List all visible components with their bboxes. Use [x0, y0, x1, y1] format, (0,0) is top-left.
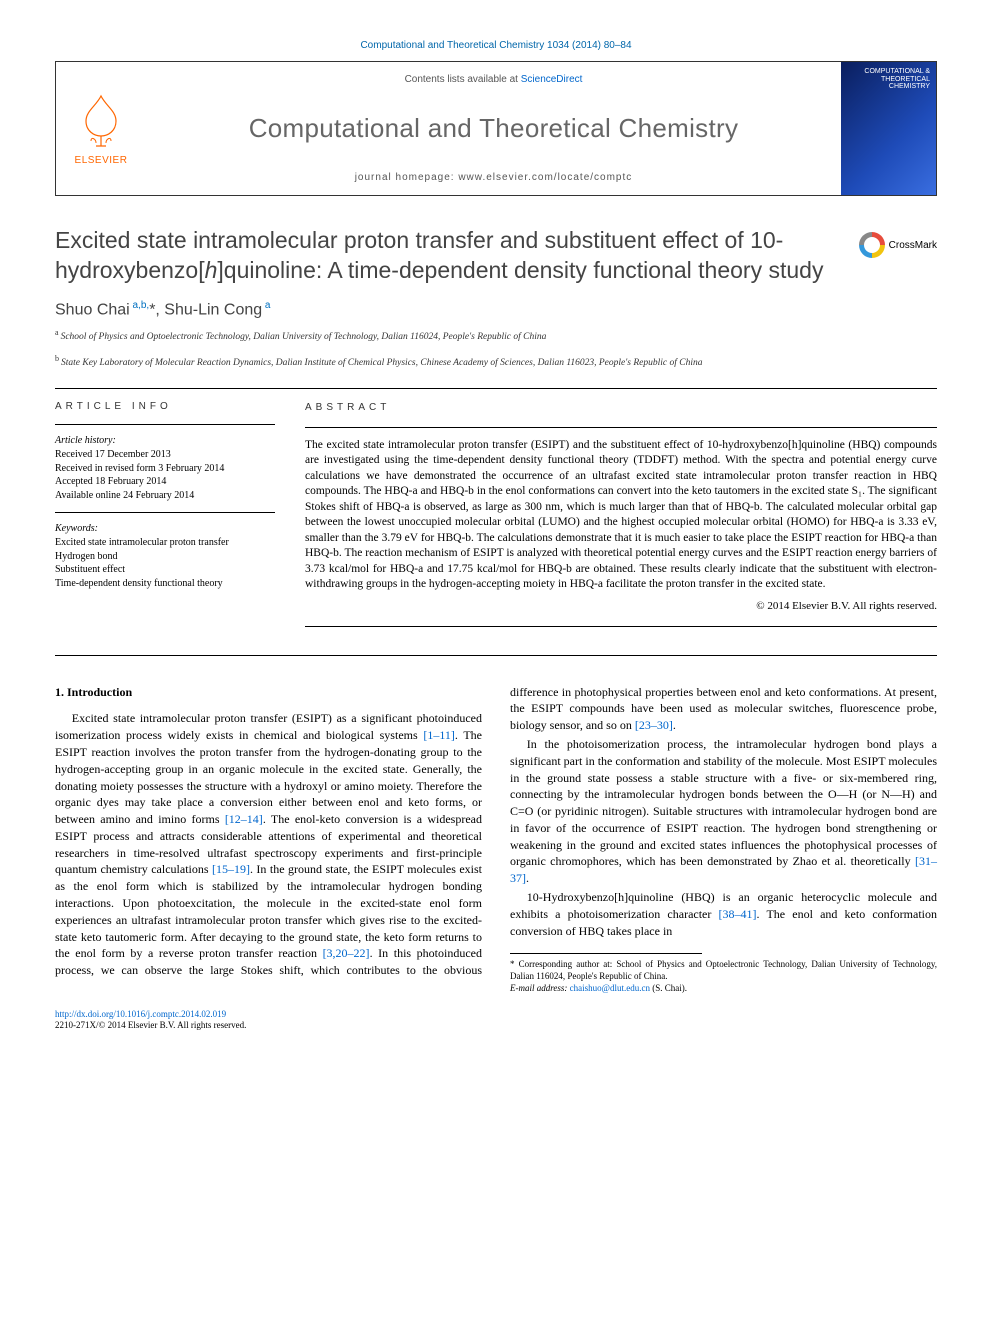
- citation-link[interactable]: [23–30]: [635, 718, 673, 732]
- info-divider: [55, 512, 275, 513]
- keyword: Excited state intramolecular proton tran…: [55, 536, 275, 550]
- page-footer: http://dx.doi.org/10.1016/j.comptc.2014.…: [55, 1009, 937, 1032]
- keyword: Substituent effect: [55, 563, 275, 577]
- keywords-list: Excited state intramolecular proton tran…: [55, 536, 275, 590]
- email-link[interactable]: chaishuo@dlut.edu.cn: [570, 983, 650, 993]
- body-text: In the photoisomerization process, the i…: [510, 737, 937, 869]
- abstract-copyright: © 2014 Elsevier B.V. All rights reserved…: [305, 599, 937, 614]
- body-paragraph: 10-Hydroxybenzo[h]quinoline (HBQ) is an …: [510, 889, 937, 939]
- corresponding-author-note: * Corresponding author at: School of Phy…: [510, 959, 937, 982]
- history-line: Accepted 18 February 2014: [55, 475, 275, 489]
- info-abstract-row: ARTICLE INFO Article history: Received 1…: [55, 401, 937, 637]
- issn-copyright: 2210-271X/© 2014 Elsevier B.V. All right…: [55, 1020, 246, 1030]
- keyword: Hydrogen bond: [55, 550, 275, 564]
- author-sup: a,b,: [130, 300, 149, 311]
- footnote-block: * Corresponding author at: School of Phy…: [510, 953, 937, 994]
- contents-text: Contents lists available at: [405, 74, 521, 85]
- abstract-text: The excited state intramolecular proton …: [305, 438, 937, 593]
- abstract-heading: ABSTRACT: [305, 401, 937, 415]
- homepage-label: journal homepage:: [355, 172, 459, 183]
- elsevier-logo-block: ELSEVIER: [56, 62, 146, 195]
- section-heading: 1. Introduction: [55, 684, 482, 701]
- author-sup: a: [262, 300, 270, 311]
- citation-link[interactable]: [15–19]: [212, 862, 250, 876]
- info-divider: [305, 427, 937, 428]
- affil-text: State Key Laboratory of Molecular Reacti…: [61, 358, 703, 368]
- body-text: .: [526, 871, 529, 885]
- affiliation-a: aSchool of Physics and Optoelectronic Te…: [55, 327, 937, 344]
- citation-link[interactable]: [38–41]: [719, 907, 757, 921]
- article-info-column: ARTICLE INFO Article history: Received 1…: [55, 401, 275, 637]
- doi-link[interactable]: http://dx.doi.org/10.1016/j.comptc.2014.…: [55, 1009, 226, 1019]
- email-label: E-mail address:: [510, 983, 570, 993]
- cover-label: COMPUTATIONAL & THEORETICAL CHEMISTRY: [847, 68, 930, 91]
- abstract-column: ABSTRACT The excited state intramolecula…: [305, 401, 937, 637]
- affiliation-b: bState Key Laboratory of Molecular React…: [55, 353, 937, 370]
- crossmark-label: CrossMark: [889, 240, 937, 251]
- citation-link[interactable]: [12–14]: [225, 812, 263, 826]
- email-line: E-mail address: chaishuo@dlut.edu.cn (S.…: [510, 983, 937, 995]
- title-text: Excited state intramolecular proton tran…: [55, 227, 823, 283]
- history-line: Received in revised form 3 February 2014: [55, 462, 275, 476]
- body-paragraph: In the photoisomerization process, the i…: [510, 736, 937, 887]
- affil-text: School of Physics and Optoelectronic Tec…: [61, 332, 547, 342]
- crossmark-icon: [859, 232, 885, 258]
- homepage-link[interactable]: www.elsevier.com/locate/comptc: [458, 172, 632, 183]
- history-line: Available online 24 February 2014: [55, 489, 275, 503]
- author-line: Shuo Chai a,b,*, Shu-Lin Cong a: [55, 300, 937, 319]
- divider: [55, 655, 937, 656]
- contents-available-line: Contents lists available at ScienceDirec…: [405, 74, 583, 85]
- keyword: Time-dependent density functional theory: [55, 577, 275, 591]
- journal-reference: Computational and Theoretical Chemistry …: [55, 40, 937, 51]
- citation-link[interactable]: [3,20–22]: [323, 946, 370, 960]
- journal-header-box: ELSEVIER Contents lists available at Sci…: [55, 61, 937, 196]
- citation-link[interactable]: [1–11]: [423, 728, 455, 742]
- info-divider: [305, 626, 937, 627]
- history-label: Article history:: [55, 435, 275, 446]
- info-divider: [55, 424, 275, 425]
- article-body: 1. Introduction Excited state intramolec…: [55, 684, 937, 995]
- article-header: Excited state intramolecular proton tran…: [55, 226, 937, 370]
- history-line: Received 17 December 2013: [55, 448, 275, 462]
- elsevier-label: ELSEVIER: [75, 155, 128, 166]
- journal-homepage-line: journal homepage: www.elsevier.com/locat…: [355, 172, 633, 183]
- divider: [55, 388, 937, 389]
- article-title: Excited state intramolecular proton tran…: [55, 226, 859, 286]
- article-info-heading: ARTICLE INFO: [55, 401, 275, 412]
- journal-title: Computational and Theoretical Chemistry: [249, 113, 739, 144]
- header-center: Contents lists available at ScienceDirec…: [146, 62, 841, 195]
- keywords-label: Keywords:: [55, 523, 275, 534]
- elsevier-tree-icon: [76, 91, 126, 151]
- crossmark-badge[interactable]: CrossMark: [859, 232, 937, 258]
- footnote-rule: [510, 953, 702, 954]
- journal-cover-thumb: COMPUTATIONAL & THEORETICAL CHEMISTRY: [841, 62, 936, 195]
- sciencedirect-link[interactable]: ScienceDirect: [521, 74, 583, 85]
- body-text: Excited state intramolecular proton tran…: [55, 711, 482, 742]
- email-tail: (S. Chai).: [650, 983, 687, 993]
- body-text: .: [673, 718, 676, 732]
